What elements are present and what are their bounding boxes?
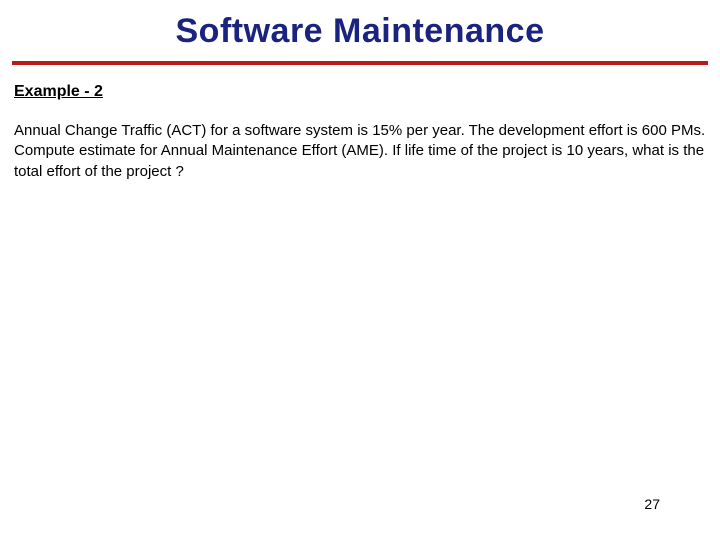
example-label: Example - 2	[14, 83, 706, 101]
problem-statement: Annual Change Traffic (ACT) for a softwa…	[14, 121, 706, 182]
page-number: 27	[644, 496, 660, 512]
title-underline-rule	[12, 61, 708, 65]
slide-title: Software Maintenance	[0, 0, 720, 61]
